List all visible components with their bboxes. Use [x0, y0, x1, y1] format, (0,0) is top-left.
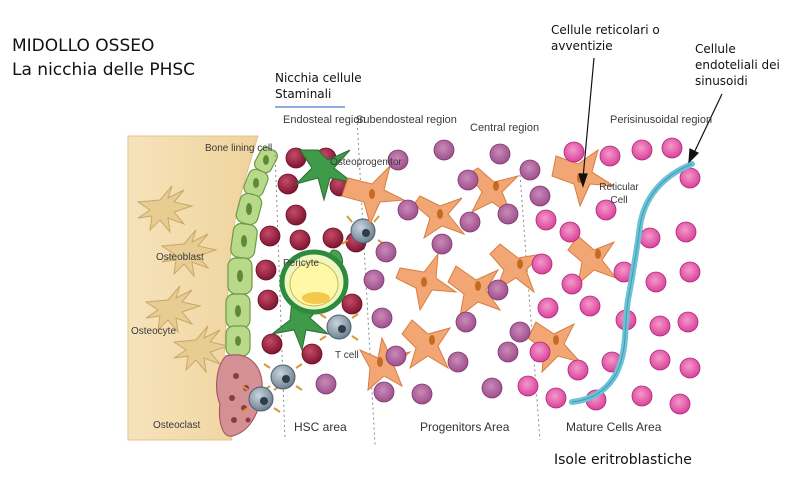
annotation-arrows	[578, 57, 723, 188]
label-osteoblast: Osteoblast	[156, 252, 204, 263]
area-label-progenitors: Progenitors Area	[420, 420, 510, 434]
area-dividers	[274, 117, 541, 446]
hsc-cells	[241, 215, 385, 413]
erythroblastic-islands-annotation: Isole eritroblastiche	[554, 452, 692, 468]
region-label-central: Central region	[470, 122, 540, 134]
progenitor-cells	[315, 139, 551, 405]
area-label-hsc: HSC area	[294, 420, 347, 434]
pericyte-vessel	[279, 249, 349, 315]
label-osteoprogenitor: Osteoprogenitor	[330, 157, 402, 168]
osteoblast-cells	[136, 185, 230, 374]
label-reticular-cell: Reticular Cell	[599, 182, 639, 206]
label-pericyte: Pericyte	[283, 258, 320, 269]
region-label-subendosteal: Subendosteal region	[356, 114, 457, 126]
label-bone-lining-cell: Bone lining cell	[205, 143, 273, 154]
region-label-endosteal: Endosteal region	[283, 114, 366, 126]
title-line-1: MIDOLLO OSSEO	[12, 36, 155, 56]
reticular-cells	[341, 148, 618, 392]
mature-cells	[517, 137, 701, 415]
endothelial-cells-annotation: Cellule endoteliali dei sinusoidi	[695, 42, 780, 88]
area-label-mature-cells: Mature Cells Area	[566, 420, 662, 434]
label-osteoclast: Osteoclast	[153, 420, 201, 431]
stem-niche-annotation: Nicchia cellule Staminali	[275, 71, 362, 101]
reticular-cells-annotation: Cellule reticolari o avventizie	[551, 23, 660, 53]
region-label-perisinusoidal: Perisinusoidal region	[610, 114, 713, 126]
label-osteocyte: Osteocyte	[131, 326, 177, 337]
bone-lining-cells	[225, 146, 279, 357]
sinusoid-edge	[571, 163, 693, 403]
label-t-cell: T cell	[335, 350, 359, 361]
title-line-2: La nicchia delle PHSC	[12, 60, 196, 80]
